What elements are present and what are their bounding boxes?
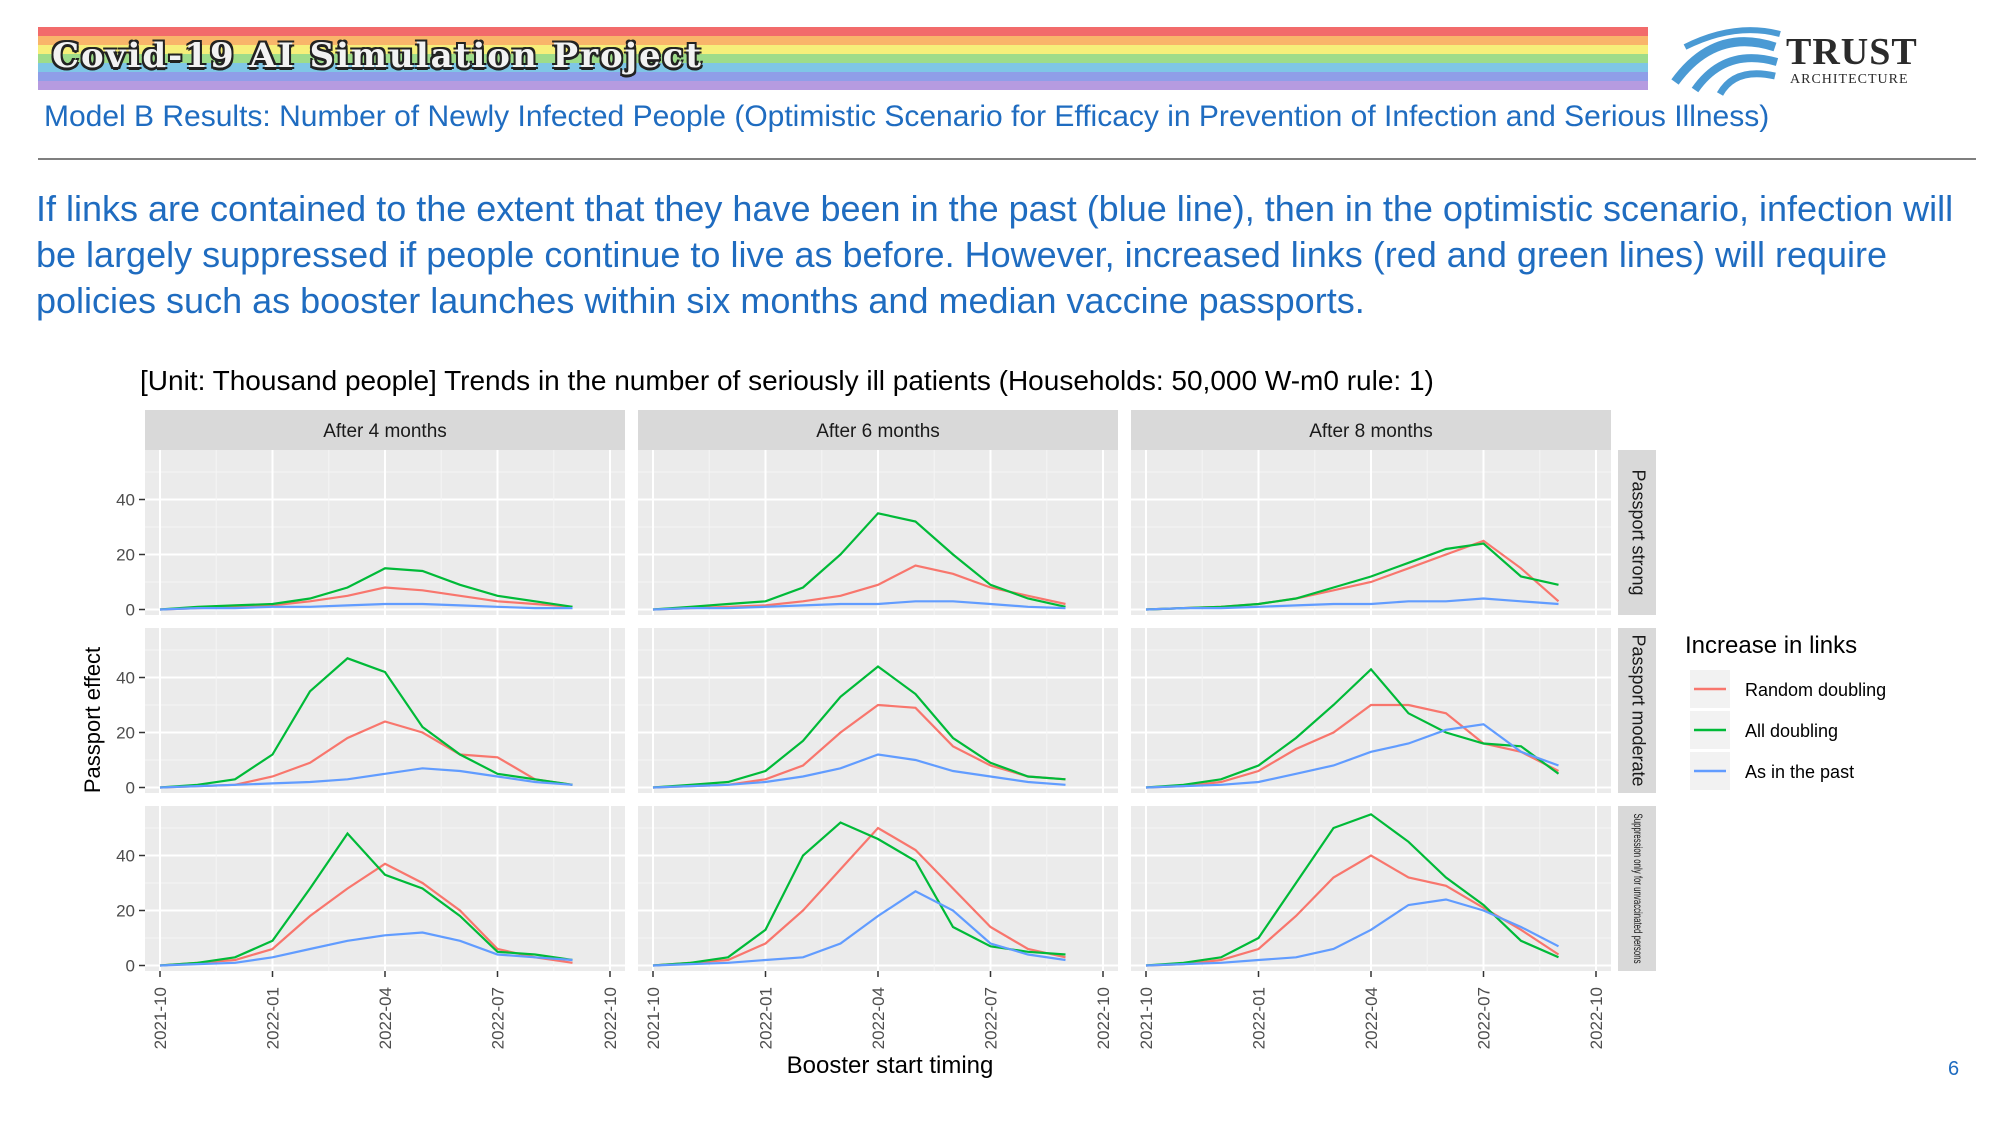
chart-title: [Unit: Thousand people] Trends in the nu… [140, 365, 1434, 396]
series-line-as-in-the-past [1145, 723, 1559, 789]
x-tick-label: 2022-04 [869, 987, 888, 1049]
column-strip-label: After 4 months [323, 421, 447, 442]
y-tick-label: 0 [126, 957, 135, 976]
x-tick-label: 2022-10 [1587, 987, 1606, 1049]
column-strip [145, 410, 625, 450]
series-line-as-in-the-past [159, 931, 573, 967]
series-line-all-doubling [1145, 667, 1560, 789]
banner-title: Covid-19 AI Simulation Project [52, 36, 704, 76]
series-line-all-doubling [159, 567, 573, 611]
x-tick-label: 2022-07 [1475, 987, 1494, 1049]
legend-title: Increase in links [1685, 632, 1857, 659]
x-tick-label: 2021-10 [644, 987, 663, 1049]
row-strip-label: Suppression only for unvaccinated person… [1631, 814, 1645, 964]
y-tick-label: 20 [116, 546, 135, 565]
y-tick-label: 20 [116, 902, 135, 921]
series-line-as-in-the-past [652, 753, 1066, 789]
series-line-as-in-the-past [159, 767, 573, 789]
x-tick-label: 2022-07 [982, 987, 1001, 1049]
x-tick-label: 2022-10 [601, 987, 620, 1049]
y-tick-label: 0 [126, 601, 135, 620]
x-axis-title: Booster start timing [787, 1052, 994, 1079]
logo-name: TRUST [1786, 31, 1918, 73]
row-strip [1618, 806, 1656, 971]
y-tick-label: 40 [116, 847, 135, 866]
x-tick-label: 2022-07 [489, 987, 508, 1049]
column-strip [638, 410, 1118, 450]
legend-entry-label: Random doubling [1745, 680, 1886, 700]
column-strip-label: After 6 months [816, 421, 940, 442]
summary-paragraph: If links are contained to the extent tha… [36, 188, 1954, 321]
page-number: 6 [1948, 1058, 1960, 1080]
series-line-random-doubling [652, 826, 1066, 967]
page-subtitle: Model B Results: Number of Newly Infecte… [44, 100, 1770, 133]
row-strip-label: Passport strong [1628, 469, 1648, 595]
series-line-as-in-the-past [1145, 898, 1560, 967]
y-tick-label: 40 [116, 491, 135, 510]
logo-subtitle: ARCHITECTURE [1790, 72, 1909, 87]
x-tick-label: 2021-10 [151, 987, 170, 1049]
x-tick-label: 2022-04 [1362, 987, 1381, 1049]
column-strip-label: After 8 months [1309, 421, 1433, 442]
series-line-random-doubling [159, 862, 573, 967]
legend-entry-label: As in the past [1745, 762, 1854, 782]
row-strip [1618, 628, 1656, 793]
x-tick-label: 2022-10 [1094, 987, 1113, 1049]
x-tick-label: 2021-10 [1137, 987, 1156, 1049]
column-strip [1131, 410, 1611, 450]
series-line-all-doubling [652, 512, 1066, 611]
series-line-all-doubling [652, 821, 1066, 967]
y-axis-title: Passport effect [80, 647, 105, 793]
divider [38, 158, 1976, 160]
series-line-all-doubling [159, 657, 573, 789]
row-strip [1618, 450, 1656, 615]
series-line-as-in-the-past [652, 890, 1066, 967]
y-tick-label: 20 [116, 724, 135, 743]
series-line-as-in-the-past [1145, 597, 1559, 611]
series-line-as-in-the-past [652, 600, 1066, 611]
x-tick-label: 2022-01 [264, 987, 283, 1049]
x-tick-label: 2022-01 [757, 987, 776, 1049]
trust-architecture-logo-icon [1671, 27, 1781, 96]
series-line-all-doubling [652, 665, 1066, 789]
x-tick-label: 2022-04 [376, 987, 395, 1049]
legend-entry-label: All doubling [1745, 721, 1838, 741]
row-strip-label: Passport moderate [1628, 634, 1648, 786]
x-tick-label: 2022-01 [1250, 987, 1269, 1049]
y-tick-label: 0 [126, 779, 135, 798]
rainbow-banner [38, 27, 1648, 90]
y-tick-label: 40 [116, 669, 135, 688]
series-line-all-doubling [159, 831, 573, 967]
series-line-all-doubling [1145, 813, 1559, 967]
series-line-as-in-the-past [159, 602, 573, 611]
